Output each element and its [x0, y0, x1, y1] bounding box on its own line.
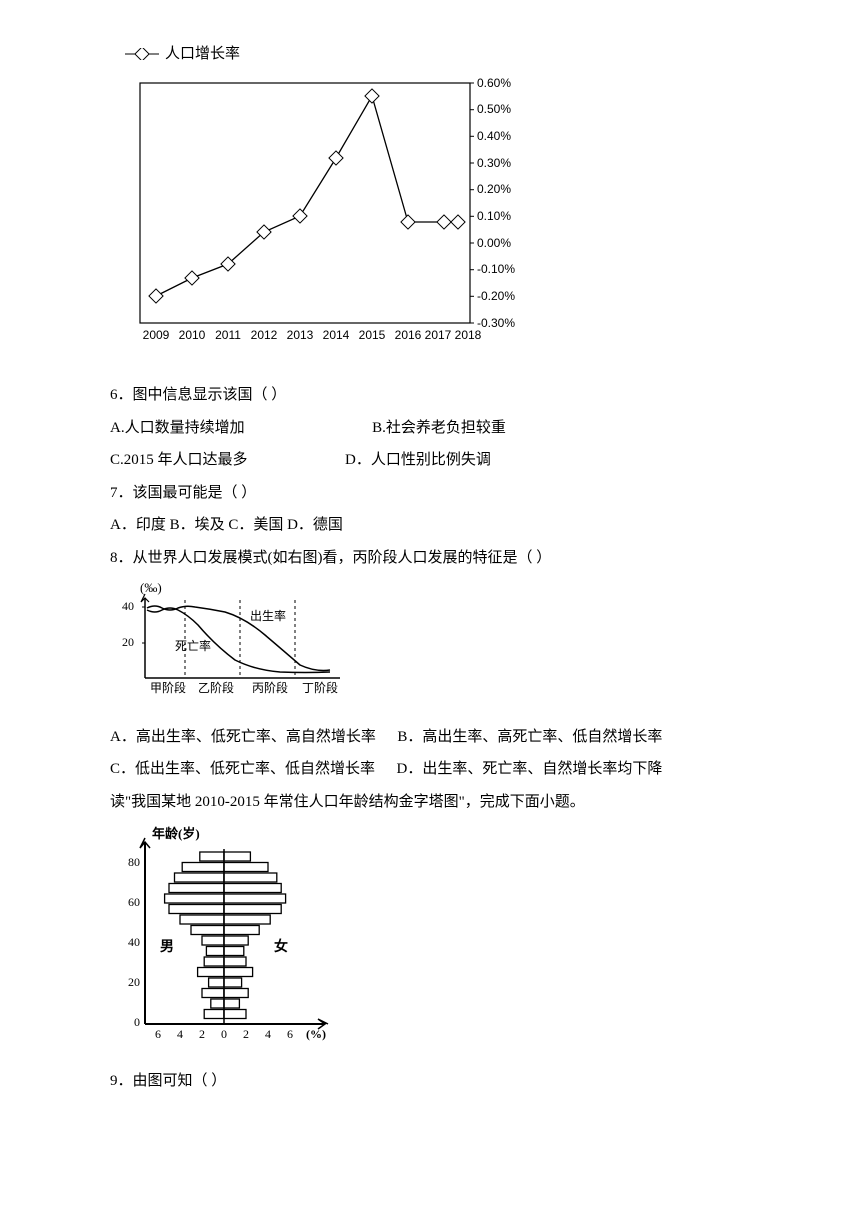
svg-text:2012: 2012	[251, 328, 278, 342]
q8-option-a: A．高出生率、低死亡率、高自然增长率	[110, 729, 376, 745]
question-6-stem: 6．图中信息显示该国（ ）	[110, 381, 750, 410]
svg-text:2013: 2013	[287, 328, 314, 342]
svg-text:-0.10%: -0.10%	[477, 262, 515, 276]
svg-text:2009: 2009	[143, 328, 170, 342]
chart3-ylabel: 年龄(岁)	[152, 826, 200, 841]
legend-label: 人口增长率	[165, 40, 240, 69]
svg-text:2014: 2014	[323, 328, 350, 342]
svg-text:2011: 2011	[215, 328, 241, 342]
svg-text:0.50%: 0.50%	[477, 102, 511, 116]
svg-text:2: 2	[243, 1027, 249, 1041]
svg-text:40: 40	[122, 599, 134, 613]
svg-text:0.00%: 0.00%	[477, 236, 511, 250]
svg-text:2018: 2018	[455, 328, 482, 342]
svg-text:0.40%: 0.40%	[477, 129, 511, 143]
svg-text:-0.20%: -0.20%	[477, 289, 515, 303]
svg-text:0: 0	[134, 1015, 140, 1029]
svg-text:丁阶段: 丁阶段	[302, 680, 338, 695]
female-label: 女	[274, 938, 288, 955]
legend-marker-icon	[125, 48, 159, 60]
svg-text:2010: 2010	[179, 328, 206, 342]
svg-text:2015: 2015	[359, 328, 386, 342]
q8-option-b: B．高出生率、高死亡率、低自然增长率	[397, 729, 662, 745]
male-label: 男	[160, 939, 174, 955]
question-6-options-row1: A.人口数量持续增加 B.社会养老负担较重	[110, 414, 750, 443]
svg-text:2017: 2017	[425, 328, 452, 342]
svg-text:丙阶段: 丙阶段	[252, 680, 288, 695]
q6-option-b: B.社会养老负担较重	[372, 420, 506, 436]
svg-text:甲阶段: 甲阶段	[150, 680, 186, 695]
demographic-transition-chart: (‰) 40 20 出生率 死亡率 甲阶段 乙阶段 丙阶段 丁阶段	[110, 580, 750, 711]
svg-text:0.20%: 0.20%	[477, 182, 511, 196]
chart3-svg: 年龄(岁) 80 60 40 20 0 男 女 6 4 2 0 2 4 6 (%…	[110, 824, 340, 1044]
death-rate-label: 死亡率	[175, 638, 211, 653]
intro-pyramid: 读"我国某地 2010-2015 年常住人口年龄结构金字塔图"，完成下面小题。	[110, 788, 750, 817]
svg-text:0: 0	[221, 1027, 227, 1041]
svg-text:-0.30%: -0.30%	[477, 316, 515, 330]
question-8-options-row2: C．低出生率、低死亡率、低自然增长率 D．出生率、死亡率、自然增长率均下降	[110, 755, 750, 784]
svg-text:4: 4	[177, 1027, 183, 1041]
population-pyramid-chart: 年龄(岁) 80 60 40 20 0 男 女 6 4 2 0 2 4 6 (%…	[110, 824, 750, 1055]
q8-option-d: D．出生率、死亡率、自然增长率均下降	[397, 761, 663, 777]
svg-text:乙阶段: 乙阶段	[198, 680, 234, 695]
q6-option-c: C.2015 年人口达最多	[110, 452, 248, 468]
svg-text:0.60%: 0.60%	[477, 76, 511, 90]
svg-text:6: 6	[287, 1027, 293, 1041]
svg-text:6: 6	[155, 1027, 161, 1041]
svg-text:2016: 2016	[395, 328, 422, 342]
q8-option-c: C．低出生率、低死亡率、低自然增长率	[110, 761, 375, 777]
question-8-options-row1: A．高出生率、低死亡率、高自然增长率 B．高出生率、高死亡率、低自然增长率	[110, 723, 750, 752]
svg-text:60: 60	[128, 895, 140, 909]
q6-option-d: D．人口性别比例失调	[345, 452, 491, 468]
question-6-options-row2: C.2015 年人口达最多 D．人口性别比例失调	[110, 446, 750, 475]
svg-text:40: 40	[128, 935, 140, 949]
chart-legend: 人口增长率	[125, 40, 750, 69]
chart3-xunit: (%)	[306, 1027, 326, 1041]
svg-text:80: 80	[128, 855, 140, 869]
chart2-svg: (‰) 40 20 出生率 死亡率 甲阶段 乙阶段 丙阶段 丁阶段	[110, 580, 360, 700]
svg-text:20: 20	[122, 635, 134, 649]
question-8-stem: 8．从世界人口发展模式(如右图)看，丙阶段人口发展的特征是（ ）	[110, 544, 750, 573]
svg-text:0.30%: 0.30%	[477, 156, 511, 170]
question-7-options: A．印度 B．埃及 C．美国 D．德国	[110, 511, 750, 540]
svg-text:20: 20	[128, 975, 140, 989]
chart1-svg: 0.60% 0.50% 0.40% 0.30% 0.20% 0.10% 0.00…	[110, 73, 530, 353]
svg-text:0.10%: 0.10%	[477, 209, 511, 223]
question-9-stem: 9．由图可知（ ）	[110, 1067, 750, 1096]
question-7-stem: 7．该国最可能是（ ）	[110, 479, 750, 508]
q6-option-a: A.人口数量持续增加	[110, 420, 245, 436]
svg-text:2: 2	[199, 1027, 205, 1041]
growth-rate-chart: 人口增长率 0.60% 0.50% 0.40% 0.30% 0.20% 0.10…	[110, 40, 750, 363]
birth-rate-label: 出生率	[250, 608, 286, 623]
svg-text:4: 4	[265, 1027, 271, 1041]
chart2-unit: (‰)	[140, 580, 162, 595]
